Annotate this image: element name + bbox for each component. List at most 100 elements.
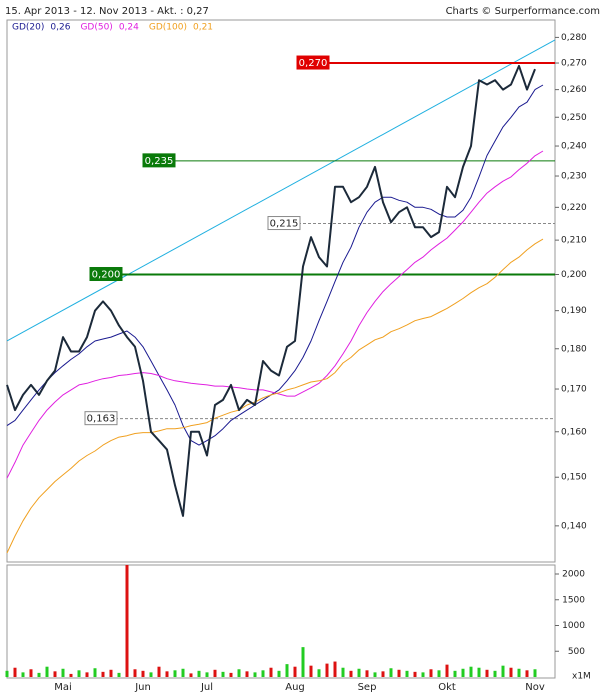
volume-bar [133, 669, 137, 677]
volume-bar [405, 670, 409, 677]
volume-bar [245, 671, 249, 677]
volume-bar [285, 664, 289, 677]
x-tick-label: Aug [285, 682, 305, 693]
volume-bar [357, 668, 361, 677]
x-tick-label: Okt [438, 682, 456, 693]
y-tick-label: 0,200 [561, 270, 587, 280]
y-tick-label: 0,280 [561, 33, 587, 43]
volume-bar [229, 672, 233, 677]
legend-value: 0,26 [50, 23, 70, 33]
volume-bar [77, 670, 81, 677]
volume-bar [277, 670, 281, 677]
legend-value: 0,24 [119, 23, 139, 33]
volume-bar [109, 669, 113, 677]
volume-bar [485, 669, 489, 677]
level-label: 0,235 [145, 156, 174, 167]
volume-tick-label: 2000 [562, 570, 585, 580]
level-label: 0,163 [87, 414, 116, 425]
volume-bar [69, 673, 73, 677]
legend-name: GD(50) [80, 23, 112, 33]
volume-bar [509, 667, 513, 677]
level-label: 0,270 [299, 58, 328, 69]
volume-tick-label: 500 [568, 647, 585, 657]
y-tick-label: 0,220 [561, 203, 587, 213]
volume-bar [493, 670, 497, 677]
level-label-box [89, 267, 123, 282]
volume-bar [517, 668, 521, 677]
volume-bar [5, 670, 9, 677]
level-label-box [267, 216, 301, 231]
volume-bar [525, 670, 529, 677]
volume-bar [373, 672, 377, 677]
volume-bar [205, 672, 209, 677]
y-tick-label: 0,180 [561, 344, 587, 354]
volume-bar [389, 668, 393, 677]
x-tick-label: Jun [134, 682, 151, 693]
volume-bar [445, 664, 449, 677]
level-label: 0,215 [270, 219, 299, 230]
line-series [6, 150, 544, 479]
volume-bar [125, 565, 129, 677]
trend-line [6, 39, 556, 342]
volume-bar [45, 666, 49, 677]
volume-bar [237, 669, 241, 677]
volume-bar [181, 668, 185, 677]
volume-bar [165, 671, 169, 677]
volume-bar [421, 672, 425, 677]
volume-bar [37, 672, 41, 677]
volume-bar [293, 666, 297, 677]
volume-bar [189, 673, 193, 677]
volume-bar [533, 669, 537, 677]
volume-bar [173, 670, 177, 677]
y-tick-label: 0,270 [561, 59, 587, 69]
volume-bar [117, 672, 121, 677]
volume-bar [469, 666, 473, 677]
volume-bar [301, 647, 305, 677]
level-label-box [296, 55, 330, 70]
y-tick-label: 0,250 [561, 113, 587, 123]
volume-bar [213, 669, 217, 677]
y-tick-label: 0,240 [561, 142, 587, 152]
volume-bar [477, 667, 481, 677]
y-tick-label: 0,210 [561, 236, 587, 246]
volume-bar [21, 672, 25, 677]
line-series [6, 84, 544, 446]
volume-bar [85, 672, 89, 677]
volume-bar [341, 667, 345, 677]
y-tick-label: 0,190 [561, 306, 587, 316]
x-tick-label: Sep [358, 682, 377, 693]
volume-tick-label: 1500 [562, 595, 585, 605]
volume-bar [397, 669, 401, 677]
volume-bar [317, 669, 321, 677]
volume-bar [333, 661, 337, 677]
volume-bar [253, 672, 257, 677]
volume-bar [365, 670, 369, 677]
volume-bar [29, 669, 33, 677]
volume-bar [413, 671, 417, 677]
x-tick-label: Mai [54, 682, 72, 693]
volume-bar [453, 670, 457, 677]
volume-bar [141, 670, 145, 677]
level-label-box [142, 153, 176, 168]
volume-panel [6, 564, 556, 679]
volume-bar [197, 670, 201, 677]
volume-bar [221, 671, 225, 677]
volume-bar [349, 670, 353, 677]
y-tick-label: 0,260 [561, 85, 587, 95]
y-tick-label: 0,140 [561, 521, 587, 531]
volume-unit: x1M [572, 672, 591, 682]
volume-bar [93, 668, 97, 677]
volume-bar [61, 668, 65, 677]
y-tick-label: 0,170 [561, 385, 587, 395]
level-label: 0,200 [92, 270, 121, 281]
level-label-box [84, 411, 118, 426]
x-tick-label: Jul [200, 682, 213, 693]
volume-bar [429, 669, 433, 677]
y-tick-label: 0,230 [561, 172, 587, 182]
volume-tick-label: 1000 [562, 621, 585, 631]
volume-bar [381, 671, 385, 677]
volume-bar [53, 671, 57, 677]
volume-bar [325, 663, 329, 677]
y-tick-label: 0,160 [561, 427, 587, 437]
